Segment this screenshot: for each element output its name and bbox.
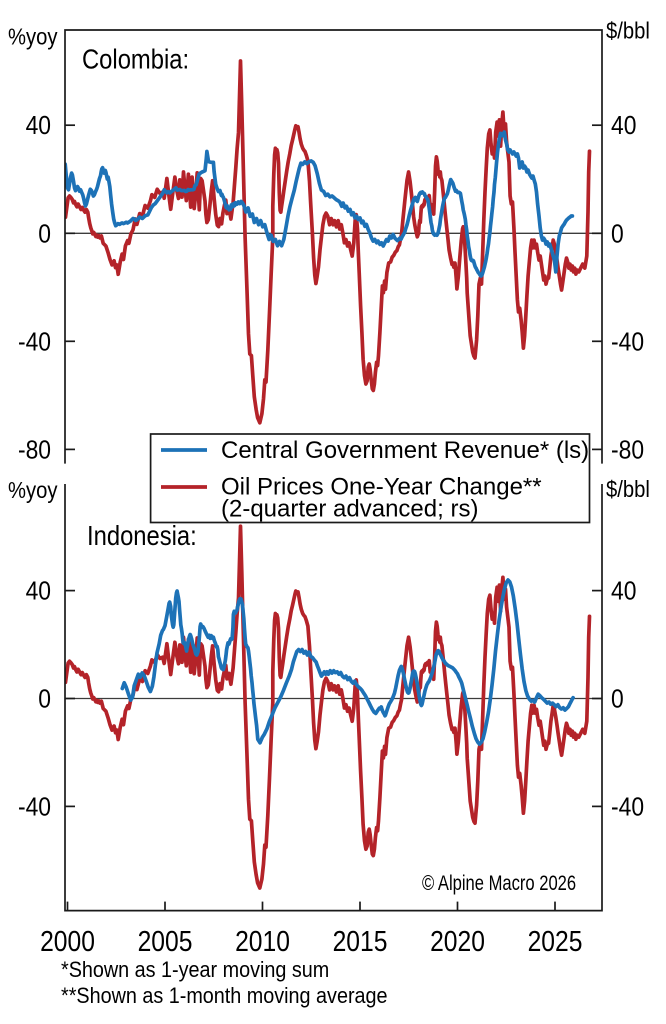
svg-text:0: 0: [611, 220, 624, 249]
svg-text:© Alpine Macro 2026: © Alpine Macro 2026: [422, 872, 576, 895]
svg-text:-80: -80: [611, 436, 644, 465]
svg-text:*Shown as 1-year moving sum: *Shown as 1-year moving sum: [61, 958, 329, 982]
svg-text:**Shown as 1-month moving aver: **Shown as 1-month moving average: [61, 984, 388, 1008]
svg-text:2010: 2010: [235, 925, 290, 957]
svg-text:$/bbl: $/bbl: [606, 17, 650, 44]
svg-text:2005: 2005: [138, 925, 193, 957]
svg-text:2000: 2000: [40, 925, 95, 957]
svg-text:2025: 2025: [528, 925, 583, 957]
svg-text:2015: 2015: [333, 925, 388, 957]
svg-text:0: 0: [611, 685, 624, 714]
svg-text:(2-quarter advanced; rs): (2-quarter advanced; rs): [221, 496, 478, 523]
svg-text:Indonesia:: Indonesia:: [87, 519, 197, 551]
svg-text:-80: -80: [18, 436, 51, 465]
svg-text:-40: -40: [611, 328, 644, 357]
svg-text:-40: -40: [611, 793, 644, 822]
svg-text:-40: -40: [18, 793, 51, 822]
svg-text:2020: 2020: [430, 925, 485, 957]
svg-text:$/bbl: $/bbl: [606, 476, 650, 503]
svg-text:40: 40: [611, 577, 636, 606]
svg-text:Central Government Revenue* (l: Central Government Revenue* (ls): [221, 437, 589, 464]
svg-text:40: 40: [611, 112, 636, 141]
svg-text:40: 40: [26, 577, 51, 606]
svg-text:Oil Prices One-Year Change**: Oil Prices One-Year Change**: [221, 474, 542, 501]
svg-text:%yoy: %yoy: [8, 477, 58, 504]
svg-text:-40: -40: [18, 328, 51, 357]
svg-text:%yoy: %yoy: [8, 23, 58, 50]
svg-text:40: 40: [26, 112, 51, 141]
svg-text:0: 0: [38, 220, 51, 249]
svg-text:Colombia:: Colombia:: [82, 43, 189, 75]
svg-text:0: 0: [38, 685, 51, 714]
